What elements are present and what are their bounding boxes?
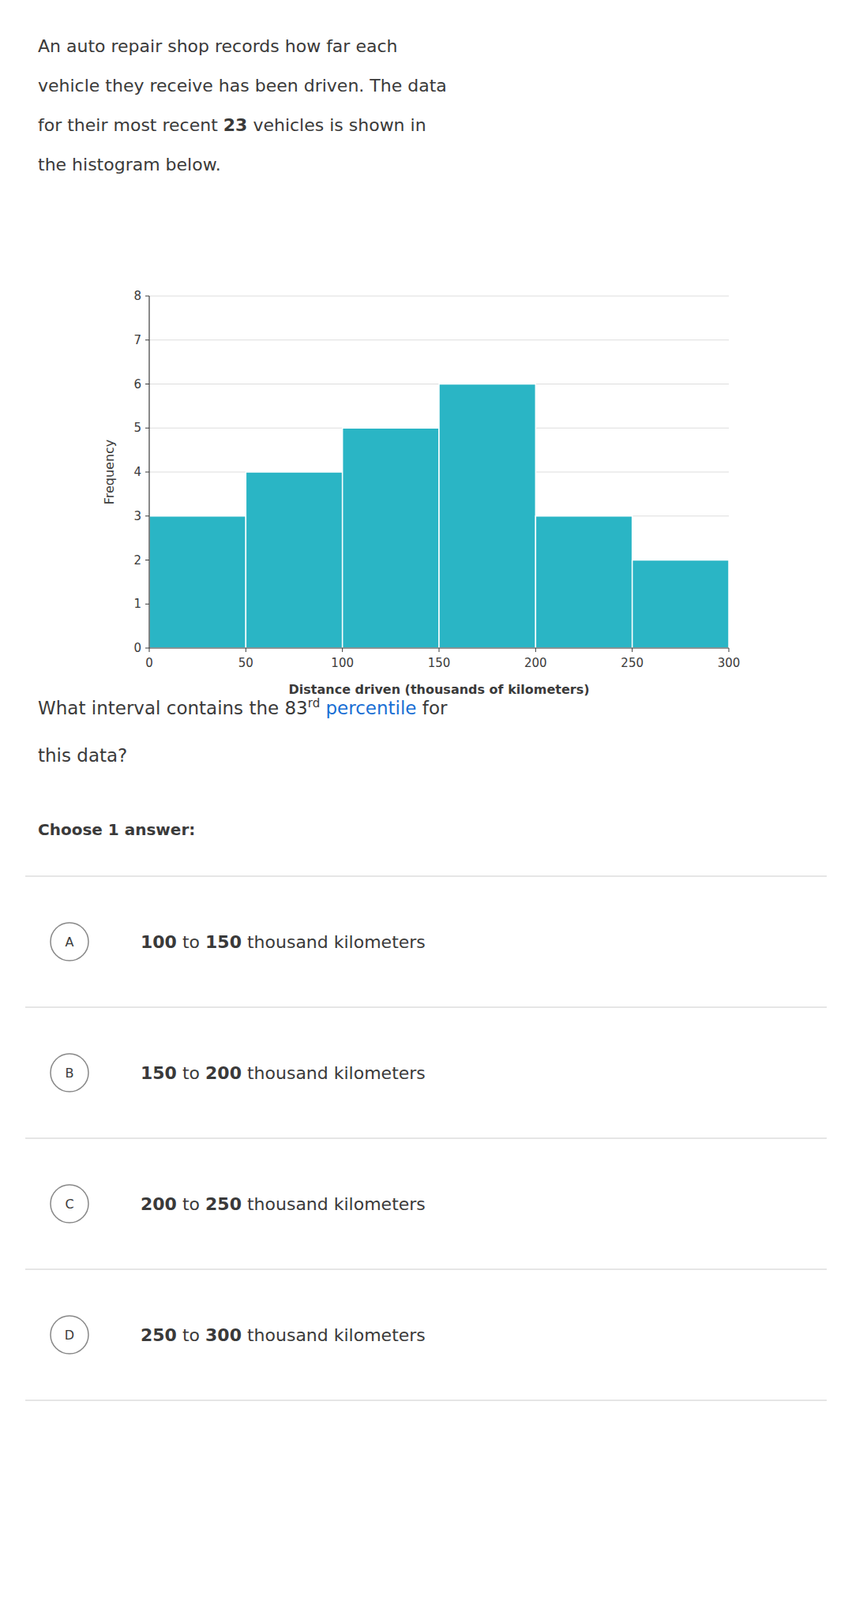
question-run: percentile — [319, 698, 417, 719]
x-tick-label: 100 — [330, 656, 354, 671]
y-tick-label: 3 — [133, 509, 142, 524]
x-tick-label: 50 — [238, 656, 254, 671]
histogram-bar — [439, 384, 536, 650]
divider — [25, 1138, 827, 1140]
intro-run: for their most recent — [37, 115, 224, 136]
choice-run[interactable]: thousand kilometers — [241, 1325, 426, 1346]
x-tick — [535, 648, 537, 653]
grid-line — [149, 296, 729, 297]
choice-letter[interactable]: D — [64, 1328, 75, 1344]
prompt: Choose 1 answer: — [37, 820, 196, 840]
choice-text[interactable]: 150 to 200 thousand kilometers — [140, 1063, 426, 1084]
y-tick-label: 1 — [133, 596, 142, 612]
intro-line: for their most recent 23 vehicles is sho… — [37, 115, 427, 136]
divider — [25, 1269, 827, 1271]
x-tick — [149, 648, 151, 653]
y-tick-label: 8 — [133, 289, 142, 304]
question-run: this data? — [37, 745, 128, 766]
y-tick-label: 7 — [133, 333, 142, 348]
choice-run[interactable]: 100 — [140, 932, 177, 953]
choice-run[interactable]: to — [176, 932, 206, 953]
x-axis-label: Distance driven (thousands of kilometers… — [289, 682, 590, 698]
x-tick-label: 0 — [145, 656, 154, 671]
histogram-bar — [535, 516, 632, 649]
y-tick-label: 6 — [133, 377, 142, 392]
choice-run[interactable]: to — [176, 1194, 206, 1215]
y-tick-label: 0 — [133, 641, 142, 656]
y-tick — [145, 604, 150, 605]
y-tick — [145, 559, 150, 561]
choice-run[interactable]: thousand kilometers — [241, 932, 426, 953]
question-run: for — [416, 698, 448, 719]
choice-run[interactable]: to — [176, 1325, 206, 1346]
x-tick-label: 250 — [620, 656, 644, 671]
question-run: rd — [307, 696, 320, 711]
y-tick — [145, 339, 150, 341]
y-tick — [145, 472, 150, 473]
choice-circle[interactable] — [50, 1316, 89, 1355]
choice-circle[interactable] — [50, 1054, 89, 1093]
choice[interactable]: B 150 to 200 thousand kilometers — [50, 1054, 426, 1093]
question-run: What interval contains the 83 — [37, 698, 308, 719]
question-line: What interval contains the 83rd percenti… — [37, 696, 448, 719]
x-tick-label: 300 — [717, 656, 741, 671]
y-tick — [145, 648, 150, 650]
choice-run[interactable]: 200 — [140, 1194, 177, 1215]
y-tick — [145, 383, 150, 385]
intro-run: vehicles is shown in — [247, 115, 426, 136]
choice-circle[interactable] — [50, 923, 89, 961]
choice[interactable]: D 250 to 300 thousand kilometers — [50, 1316, 426, 1355]
y-axis-label: Frequency — [101, 439, 117, 506]
choice-letter[interactable]: B — [65, 1065, 75, 1081]
background — [0, 0, 852, 1600]
x-tick — [245, 648, 247, 653]
divider — [25, 1400, 827, 1402]
bars — [149, 384, 729, 650]
choice-text[interactable]: 200 to 250 thousand kilometers — [140, 1194, 426, 1215]
x-tick — [728, 648, 730, 653]
choice-text[interactable]: 100 to 150 thousand kilometers — [140, 932, 426, 953]
choice-circle[interactable] — [50, 1185, 89, 1224]
y-tick-label: 2 — [133, 553, 142, 568]
intro-run: 23 — [223, 115, 248, 136]
x-tick — [439, 648, 440, 653]
choice-run[interactable]: 250 — [140, 1325, 177, 1346]
y-tick-label: 4 — [133, 465, 142, 480]
histogram-bar — [149, 516, 246, 649]
y-tick — [145, 296, 150, 297]
choice-run[interactable]: 200 — [205, 1063, 242, 1084]
histogram-bar — [245, 472, 342, 649]
chart: 0 1 2 3 4 5 6 7 8 0 50 100 150 200 250 300 Distance driv… — [101, 289, 740, 698]
y-tick — [145, 427, 150, 429]
choice[interactable]: C 200 to 250 thousand kilometers — [50, 1185, 426, 1224]
divider — [25, 1007, 827, 1009]
choice[interactable]: A 100 to 150 thousand kilometers — [50, 923, 426, 961]
divider — [25, 876, 827, 878]
intro-line: the histogram below. — [37, 154, 222, 175]
x-tick-label: 150 — [427, 656, 451, 671]
page: An auto repair shop records how far each… — [0, 0, 852, 1600]
y-tick — [145, 515, 150, 517]
x-tick-label: 200 — [524, 656, 548, 671]
choice-run[interactable]: 150 — [140, 1063, 177, 1084]
choice-run[interactable]: 300 — [205, 1325, 242, 1346]
x-tick — [631, 648, 633, 653]
choice-run[interactable]: thousand kilometers — [241, 1063, 426, 1084]
histogram-bar — [342, 427, 440, 649]
intro-line: vehicle they receive has been driven. Th… — [37, 75, 447, 96]
intro-line: An auto repair shop records how far each — [37, 36, 398, 57]
choice-run[interactable]: thousand kilometers — [241, 1194, 426, 1215]
choice-run[interactable]: to — [176, 1063, 206, 1084]
x-tick — [341, 648, 343, 653]
question-line: this data? — [37, 745, 128, 766]
histogram-bar — [632, 560, 729, 650]
choice-letter[interactable]: C — [64, 1197, 74, 1213]
y-tick-label: 5 — [133, 420, 142, 436]
grid-line — [149, 339, 729, 341]
choice-text[interactable]: 250 to 300 thousand kilometers — [140, 1325, 426, 1346]
choice-run[interactable]: 150 — [205, 932, 242, 953]
choice-run[interactable]: 250 — [205, 1194, 242, 1215]
choice-letter[interactable]: A — [65, 934, 75, 950]
